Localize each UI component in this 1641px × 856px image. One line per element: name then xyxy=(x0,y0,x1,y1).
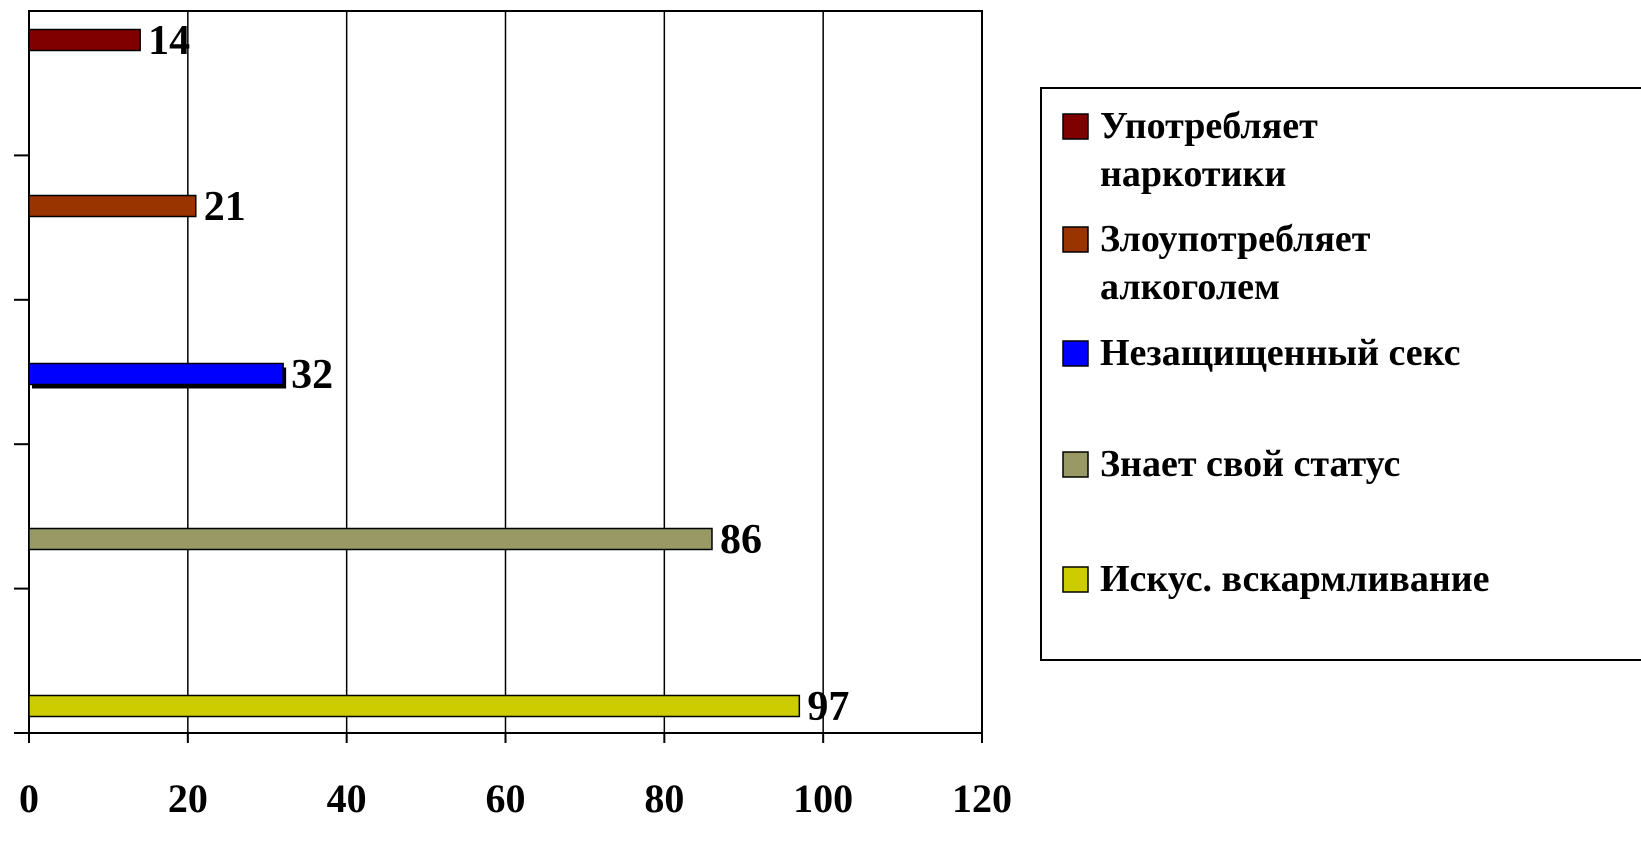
data-label: 86 xyxy=(720,517,762,563)
data-label: 97 xyxy=(807,684,849,730)
bar xyxy=(28,28,141,52)
legend-label: наркотики xyxy=(1100,153,1286,195)
data-label: 14 xyxy=(148,18,190,64)
plot-area: 0 20 40 60 80 100 120 14 21 32 86 97 xyxy=(14,10,1012,821)
x-tick-label: 100 xyxy=(793,776,853,821)
x-tick-label: 60 xyxy=(486,776,526,821)
x-tick-label: 120 xyxy=(952,776,1012,821)
legend-label: Употребляет xyxy=(1100,105,1318,147)
legend-box xyxy=(1040,87,1641,661)
legend-swatch xyxy=(1062,340,1089,367)
legend-label: Знает свой статус xyxy=(1100,443,1400,485)
legend-label: Злоупотребляет xyxy=(1100,218,1371,260)
data-label: 32 xyxy=(291,352,333,398)
bar xyxy=(28,194,197,218)
legend-swatch xyxy=(1062,566,1089,593)
legend: Употребляет наркотики Злоупотребляет алкого… xyxy=(1040,87,1641,661)
x-tick-label: 80 xyxy=(644,776,684,821)
legend-label: алкоголем xyxy=(1100,266,1280,308)
legend-swatch xyxy=(1062,451,1089,478)
bar xyxy=(28,362,284,386)
x-tick-label: 40 xyxy=(327,776,367,821)
legend-swatch xyxy=(1062,113,1089,140)
legend-label: Искус. вскармливание xyxy=(1100,558,1489,600)
legend-label: Незащищенный секс xyxy=(1100,332,1460,374)
bar xyxy=(28,694,801,718)
x-tick-label: 0 xyxy=(19,776,39,821)
bar xyxy=(28,527,713,551)
x-tick-label: 20 xyxy=(168,776,208,821)
data-label: 21 xyxy=(204,184,246,230)
legend-swatch xyxy=(1062,226,1089,253)
